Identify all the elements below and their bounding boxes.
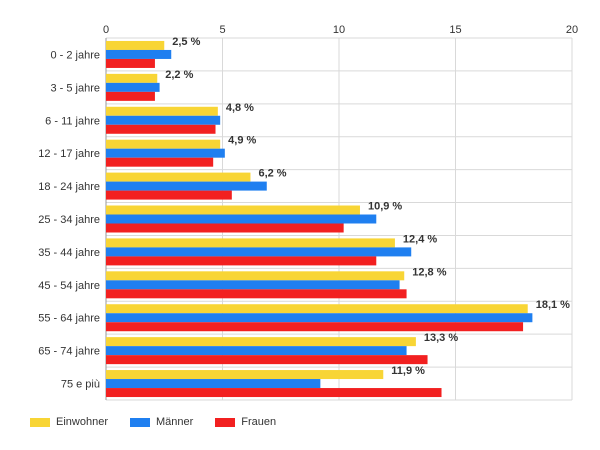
bar-mnner bbox=[106, 181, 267, 191]
category-label: 65 - 74 jahre bbox=[38, 346, 100, 358]
bar-frauen bbox=[106, 157, 214, 167]
data-label: 4,9 % bbox=[228, 135, 256, 147]
legend: Einwohner Männer Frauen bbox=[30, 416, 298, 428]
data-label: 4,8 % bbox=[226, 102, 254, 114]
data-label: 12,8 % bbox=[412, 266, 446, 278]
bar-einwohner bbox=[106, 40, 165, 50]
category-labels: 0 - 2 jahre 3 - 5 jahre 6 - 11 jahre 12 - 1… bbox=[38, 49, 100, 390]
bar-frauen bbox=[106, 256, 377, 266]
category-label: 45 - 54 jahre bbox=[38, 280, 100, 292]
category-label: 55 - 64 jahre bbox=[38, 313, 100, 325]
category-label: 12 - 17 jahre bbox=[38, 148, 100, 160]
legend-item-maenner: Männer bbox=[129, 416, 194, 428]
bar-frauen bbox=[106, 190, 232, 200]
x-tick-label: 5 bbox=[219, 24, 225, 36]
legend-swatch-maenner bbox=[129, 417, 150, 427]
bar-mnner bbox=[106, 247, 412, 257]
bar-frauen bbox=[106, 58, 155, 68]
bar-mnner bbox=[106, 115, 221, 125]
x-tick-label: 0 bbox=[103, 24, 109, 36]
bar-einwohner bbox=[106, 370, 384, 380]
category-label: 75 e più bbox=[61, 379, 100, 391]
bars bbox=[106, 40, 533, 398]
data-label: 2,2 % bbox=[165, 69, 193, 81]
bar-einwohner bbox=[106, 73, 158, 83]
bar-mnner bbox=[106, 313, 533, 323]
legend-label-frauen: Frauen bbox=[241, 416, 277, 428]
bar-frauen bbox=[106, 322, 524, 332]
bar-einwohner bbox=[106, 238, 395, 248]
data-label: 11,9 % bbox=[391, 365, 425, 377]
bar-mnner bbox=[106, 82, 160, 92]
data-label: 13,3 % bbox=[424, 332, 458, 344]
bar-frauen bbox=[106, 289, 407, 299]
bar-frauen bbox=[106, 355, 428, 365]
bar-mnner bbox=[106, 346, 407, 356]
legend-label-einwohner: Einwohner bbox=[56, 416, 108, 428]
bar-mnner bbox=[106, 280, 400, 290]
legend-swatch-einwohner bbox=[30, 417, 50, 427]
x-tick-label: 15 bbox=[449, 24, 461, 36]
category-label: 6 - 11 jahre bbox=[45, 115, 100, 127]
bar-einwohner bbox=[106, 271, 405, 281]
x-tick-label: 10 bbox=[333, 24, 345, 36]
data-label: 12,4 % bbox=[403, 233, 437, 245]
bar-einwohner bbox=[106, 337, 416, 347]
data-label: 10,9 % bbox=[368, 201, 402, 213]
legend-item-frauen: Frauen bbox=[215, 416, 276, 428]
x-axis-ticks: 0 5 10 15 20 bbox=[103, 24, 578, 36]
legend-item-einwohner: Einwohner bbox=[30, 416, 108, 428]
category-label: 3 - 5 jahre bbox=[50, 82, 100, 94]
bar-frauen bbox=[106, 91, 155, 101]
legend-label-maenner: Männer bbox=[155, 416, 194, 428]
bar-einwohner bbox=[106, 172, 251, 182]
data-label: 6,2 % bbox=[258, 168, 286, 180]
bar-frauen bbox=[106, 124, 216, 134]
bar-mnner bbox=[106, 148, 225, 158]
bar-frauen bbox=[106, 223, 344, 233]
legend-swatch-frauen bbox=[215, 417, 236, 427]
bar-einwohner bbox=[106, 139, 221, 149]
category-label: 25 - 34 jahre bbox=[38, 214, 100, 226]
bar-mnner bbox=[106, 214, 377, 224]
category-label: 0 - 2 jahre bbox=[50, 49, 100, 61]
bar-mnner bbox=[106, 49, 172, 59]
data-label: 18,1 % bbox=[536, 299, 570, 311]
category-label: 18 - 24 jahre bbox=[38, 181, 100, 193]
bar-einwohner bbox=[106, 106, 218, 116]
data-label: 2,5 % bbox=[172, 36, 200, 48]
data-labels: 2,5 % 2,2 % 4,8 % 4,9 % 6,2 % 10,9 % 12,4 % 12,… bbox=[165, 36, 570, 377]
x-tick-label: 20 bbox=[566, 24, 578, 36]
category-label: 35 - 44 jahre bbox=[38, 247, 100, 259]
bar-mnner bbox=[106, 379, 321, 389]
bar-einwohner bbox=[106, 205, 360, 215]
bar-einwohner bbox=[106, 304, 528, 314]
bar-frauen bbox=[106, 388, 442, 398]
